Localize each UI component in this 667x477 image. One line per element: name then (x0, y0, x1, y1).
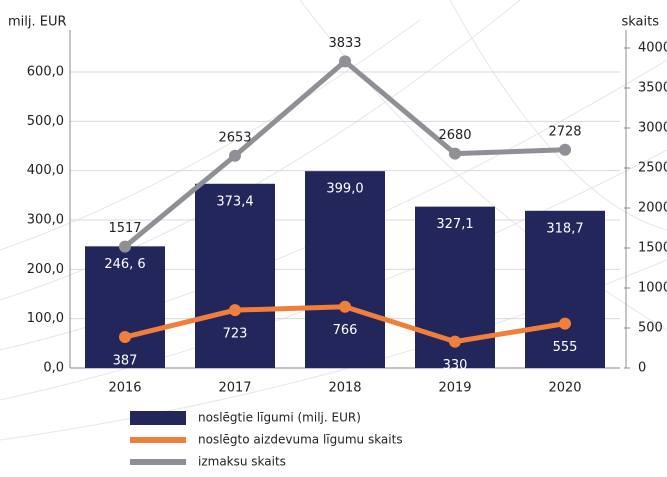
y-tick-label: 400,0 (27, 163, 64, 178)
y-tick-label: 600,0 (27, 65, 64, 80)
point (339, 55, 351, 68)
bar (305, 171, 385, 368)
y-tick-label: 300,0 (27, 213, 64, 228)
point-value-label: 387 (113, 354, 138, 369)
point (339, 300, 351, 313)
y-tick-label: 0,0 (43, 361, 64, 376)
point (559, 317, 571, 330)
point (449, 147, 461, 160)
bar-value-label: 373,4 (216, 194, 253, 209)
point-value-label: 555 (553, 340, 578, 355)
point-value-label: 2728 (548, 124, 581, 139)
bar-value-label: 246, 6 (104, 257, 145, 272)
y2-tick-label: 1000 (638, 281, 667, 296)
legend-swatch (130, 411, 186, 425)
legend-label: izmaksu skaits (198, 455, 286, 469)
bar-value-label: 399,0 (326, 182, 363, 197)
x-tick-label: 2016 (108, 381, 141, 396)
x-tick-label: 2018 (328, 381, 361, 396)
bar (85, 246, 165, 368)
y2-axis-label: skaits (621, 15, 659, 30)
point-value-label: 2653 (218, 130, 251, 145)
point (229, 149, 241, 162)
point-value-label: 1517 (108, 221, 141, 236)
y2-tick-label: 1500 (638, 241, 667, 256)
point (119, 331, 131, 344)
y2-tick-label: 0 (638, 361, 646, 376)
point-value-label: 2680 (438, 128, 471, 143)
point-value-label: 766 (333, 323, 358, 338)
bar-value-label: 327,1 (436, 217, 473, 232)
y2-tick-label: 4000 (638, 41, 667, 56)
point (229, 304, 241, 317)
legend-label: noslēgtie līgumi (milj. EUR) (198, 411, 361, 425)
point-value-label: 723 (223, 327, 248, 342)
point-value-label: 330 (443, 358, 468, 373)
y-tick-label: 200,0 (27, 262, 64, 277)
point (449, 335, 461, 348)
bar-value-label: 318,7 (546, 221, 583, 236)
x-tick-label: 2020 (548, 381, 581, 396)
legend-label: noslēgto aizdevuma līgumu skaits (198, 433, 403, 447)
y-axis-label: milj. EUR (8, 15, 67, 30)
bar (525, 210, 605, 368)
point (119, 240, 131, 253)
y2-tick-label: 500 (638, 321, 663, 336)
point (559, 143, 571, 156)
y2-tick-label: 2000 (638, 201, 667, 216)
point-value-label: 3833 (328, 36, 361, 51)
y-tick-label: 100,0 (27, 311, 64, 326)
y-tick-label: 500,0 (27, 114, 64, 129)
x-tick-label: 2019 (438, 381, 471, 396)
bar (195, 183, 275, 368)
y2-tick-label: 3000 (638, 121, 667, 136)
x-tick-label: 2017 (218, 381, 251, 396)
y2-tick-label: 3500 (638, 81, 667, 96)
y2-tick-label: 2500 (638, 161, 667, 176)
